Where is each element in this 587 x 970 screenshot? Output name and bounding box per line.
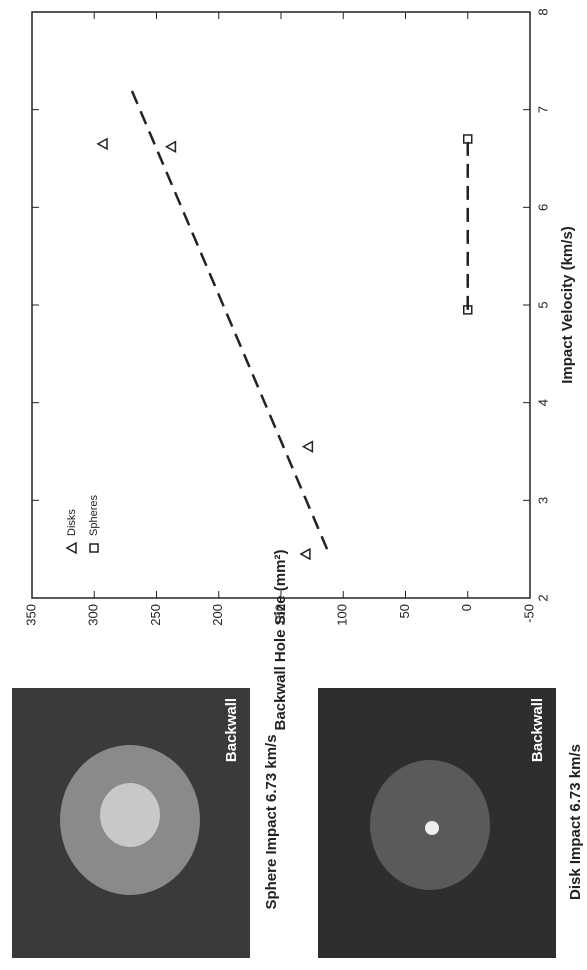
data-point [301,440,314,453]
y-tick-label: 350 [23,604,38,626]
plot-frame [31,11,531,599]
data-point [463,305,473,315]
y-tick-label: 200 [210,604,225,626]
y-tick-label: 300 [86,604,101,626]
photo-caption: Sphere Impact 6.73 km/s [263,734,280,909]
y-tick-label: 100 [335,604,350,626]
x-tick-label: 3 [535,497,550,504]
data-point [96,137,108,151]
x-tick-label: 8 [535,8,550,15]
legend-label: Spheres [88,495,100,536]
x-tick-label: 7 [535,106,550,113]
y-tick-label: 250 [148,604,163,626]
legend-label: Disks [66,509,78,536]
x-tick-label: 5 [535,301,550,308]
data-point [164,140,177,154]
x-tick-label: 4 [535,399,550,406]
legend-marker [89,543,99,553]
x-tick-label: 6 [535,204,550,211]
photo-crater [425,821,439,835]
x-tick-label: 2 [535,594,550,601]
y-axis-title: Backwall Hole Size (mm²) [272,550,289,731]
photo-caption: Disk Impact 6.73 km/s [567,744,584,900]
photo-label: Backwall [223,698,240,762]
x-axis-title: Impact Velocity (km/s) [559,226,576,384]
y-tick-label: -50 [521,604,536,623]
data-point [299,547,311,561]
trend-line [130,89,329,550]
data-point [463,134,473,144]
y-tick-label: 50 [397,604,412,618]
y-tick-label: 150 [272,604,287,626]
photo-crater [100,783,160,847]
legend-marker [65,541,77,555]
y-tick-label: 0 [459,604,474,611]
photo-label: Backwall [529,698,546,762]
